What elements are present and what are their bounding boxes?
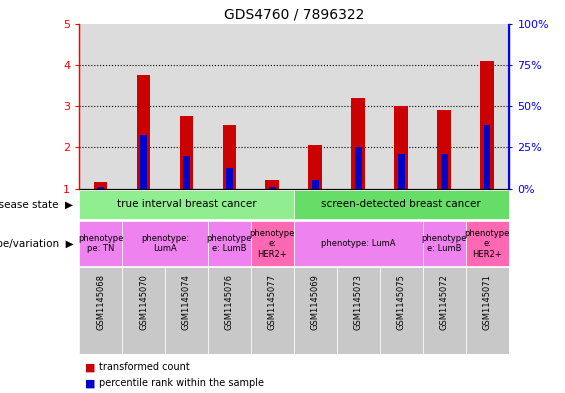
Bar [208, 221, 251, 266]
Bar [122, 24, 165, 189]
Bar [355, 147, 362, 189]
Bar [122, 267, 165, 354]
Text: GSM1145074: GSM1145074 [182, 274, 191, 330]
Text: phenotype
e: LumB: phenotype e: LumB [207, 234, 252, 253]
Bar [208, 24, 251, 189]
Text: phenotype
e:
HER2+: phenotype e: HER2+ [464, 229, 510, 259]
Bar [208, 267, 251, 354]
Bar [294, 190, 508, 219]
Bar [480, 61, 494, 189]
Bar [308, 145, 322, 189]
Bar [294, 267, 337, 354]
Bar [423, 267, 466, 354]
Bar [223, 125, 236, 189]
Text: GSM1145072: GSM1145072 [440, 274, 449, 330]
Bar [294, 221, 423, 266]
Bar [94, 182, 107, 189]
Bar [394, 106, 408, 189]
Text: GSM1145077: GSM1145077 [268, 274, 277, 330]
Bar [79, 267, 122, 354]
Bar [251, 24, 294, 189]
Bar [398, 154, 405, 189]
Bar [79, 190, 294, 219]
Text: phenotype
e: LumB: phenotype e: LumB [421, 234, 467, 253]
Bar [269, 187, 276, 189]
Bar [79, 24, 122, 189]
Bar [312, 180, 319, 189]
Text: GSM1145076: GSM1145076 [225, 274, 234, 330]
Bar [423, 24, 466, 189]
Bar [97, 187, 104, 189]
Text: ■: ■ [85, 378, 95, 388]
Bar [79, 221, 122, 266]
Text: disease state  ▶: disease state ▶ [0, 199, 73, 209]
Bar [183, 156, 190, 189]
Bar [294, 24, 337, 189]
Text: phenotype: LumA: phenotype: LumA [321, 239, 395, 248]
Bar [351, 98, 365, 189]
Bar [251, 267, 294, 354]
Bar [140, 135, 147, 189]
Bar [337, 24, 380, 189]
Bar [266, 180, 279, 189]
Bar [122, 221, 208, 266]
Bar [251, 221, 294, 266]
Bar [337, 267, 380, 354]
Text: phenotype
e:
HER2+: phenotype e: HER2+ [250, 229, 295, 259]
Text: GSM1145070: GSM1145070 [139, 274, 148, 330]
Bar [165, 24, 208, 189]
Text: true interval breast cancer: true interval breast cancer [116, 199, 257, 209]
Bar [441, 154, 447, 189]
Text: GSM1145069: GSM1145069 [311, 274, 320, 330]
Bar [180, 116, 193, 189]
Bar [466, 267, 509, 354]
Text: phenotype
pe: TN: phenotype pe: TN [78, 234, 123, 253]
Bar [437, 110, 451, 189]
Bar [484, 125, 490, 189]
Bar [423, 221, 466, 266]
Title: GDS4760 / 7896322: GDS4760 / 7896322 [224, 7, 364, 21]
Text: percentile rank within the sample: percentile rank within the sample [99, 378, 264, 388]
Bar [466, 221, 509, 266]
Bar [380, 24, 423, 189]
Bar [226, 168, 233, 189]
Text: screen-detected breast cancer: screen-detected breast cancer [321, 199, 481, 209]
Bar [165, 267, 208, 354]
Text: GSM1145075: GSM1145075 [397, 274, 406, 330]
Text: GSM1145073: GSM1145073 [354, 274, 363, 330]
Text: ■: ■ [85, 362, 95, 373]
Bar [466, 24, 509, 189]
Text: phenotype:
LumA: phenotype: LumA [141, 234, 189, 253]
Text: GSM1145071: GSM1145071 [483, 274, 492, 330]
Bar [380, 267, 423, 354]
Bar [137, 75, 150, 189]
Text: GSM1145068: GSM1145068 [96, 274, 105, 330]
Text: transformed count: transformed count [99, 362, 190, 373]
Text: genotype/variation  ▶: genotype/variation ▶ [0, 239, 73, 249]
